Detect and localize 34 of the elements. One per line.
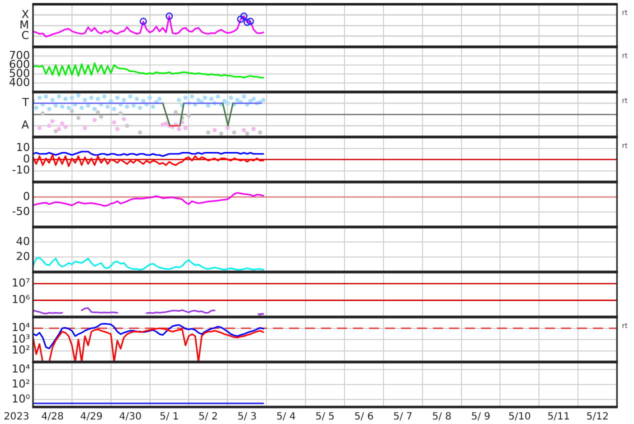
y-tick-label: 10³ [12, 332, 30, 346]
x-tick-label: 5/11 [547, 412, 570, 423]
x-tick-label: 5/12 [586, 412, 609, 423]
y-tick-label: -10 [12, 164, 30, 177]
x-tick-label: 5/ 9 [471, 412, 490, 423]
ref-line-label: A [21, 118, 30, 132]
y-tick-label: 10⁴ [12, 321, 31, 334]
x-axis-title: 2023 [4, 412, 30, 423]
x-tick-label: 5/ 6 [354, 412, 374, 423]
y-tick-label: 10⁷ [12, 276, 30, 290]
x-tick-label: 4/30 [119, 412, 142, 423]
y-tick-label: 10⁴ [12, 362, 31, 376]
y-tick-label: 0 [23, 152, 30, 166]
y-tick-label: -50 [12, 204, 30, 218]
x-tick-label: 5/ 5 [315, 412, 335, 423]
x-tick-label: 5/ 3 [237, 412, 257, 423]
y-tick-label: 0 [23, 190, 30, 203]
x-tick-label: 4/28 [41, 412, 64, 423]
y-tick-label: 20 [16, 250, 30, 263]
y-tick-label: 10² [12, 344, 30, 357]
y-tick-label: 40 [16, 234, 30, 248]
ref-line-label: X [21, 8, 30, 21]
x-tick-label: 5/ 2 [198, 412, 218, 423]
y-tick-label: 10 [16, 141, 30, 154]
x-tick-label: 5/ 8 [432, 412, 452, 423]
x-tick-label: 5/ 1 [160, 412, 179, 423]
x-tick-label: 5/ 4 [276, 412, 296, 423]
x-tick-label: 4/29 [80, 412, 103, 423]
y-tick-label: 10⁰ [12, 392, 31, 406]
x-tick-label: 5/10 [508, 412, 531, 423]
y-tick-label: 10² [12, 377, 30, 390]
x-tick-label: 5/ 7 [393, 412, 413, 423]
ref-line-label: T [21, 96, 30, 110]
y-tick-label: 10⁶ [12, 293, 31, 306]
